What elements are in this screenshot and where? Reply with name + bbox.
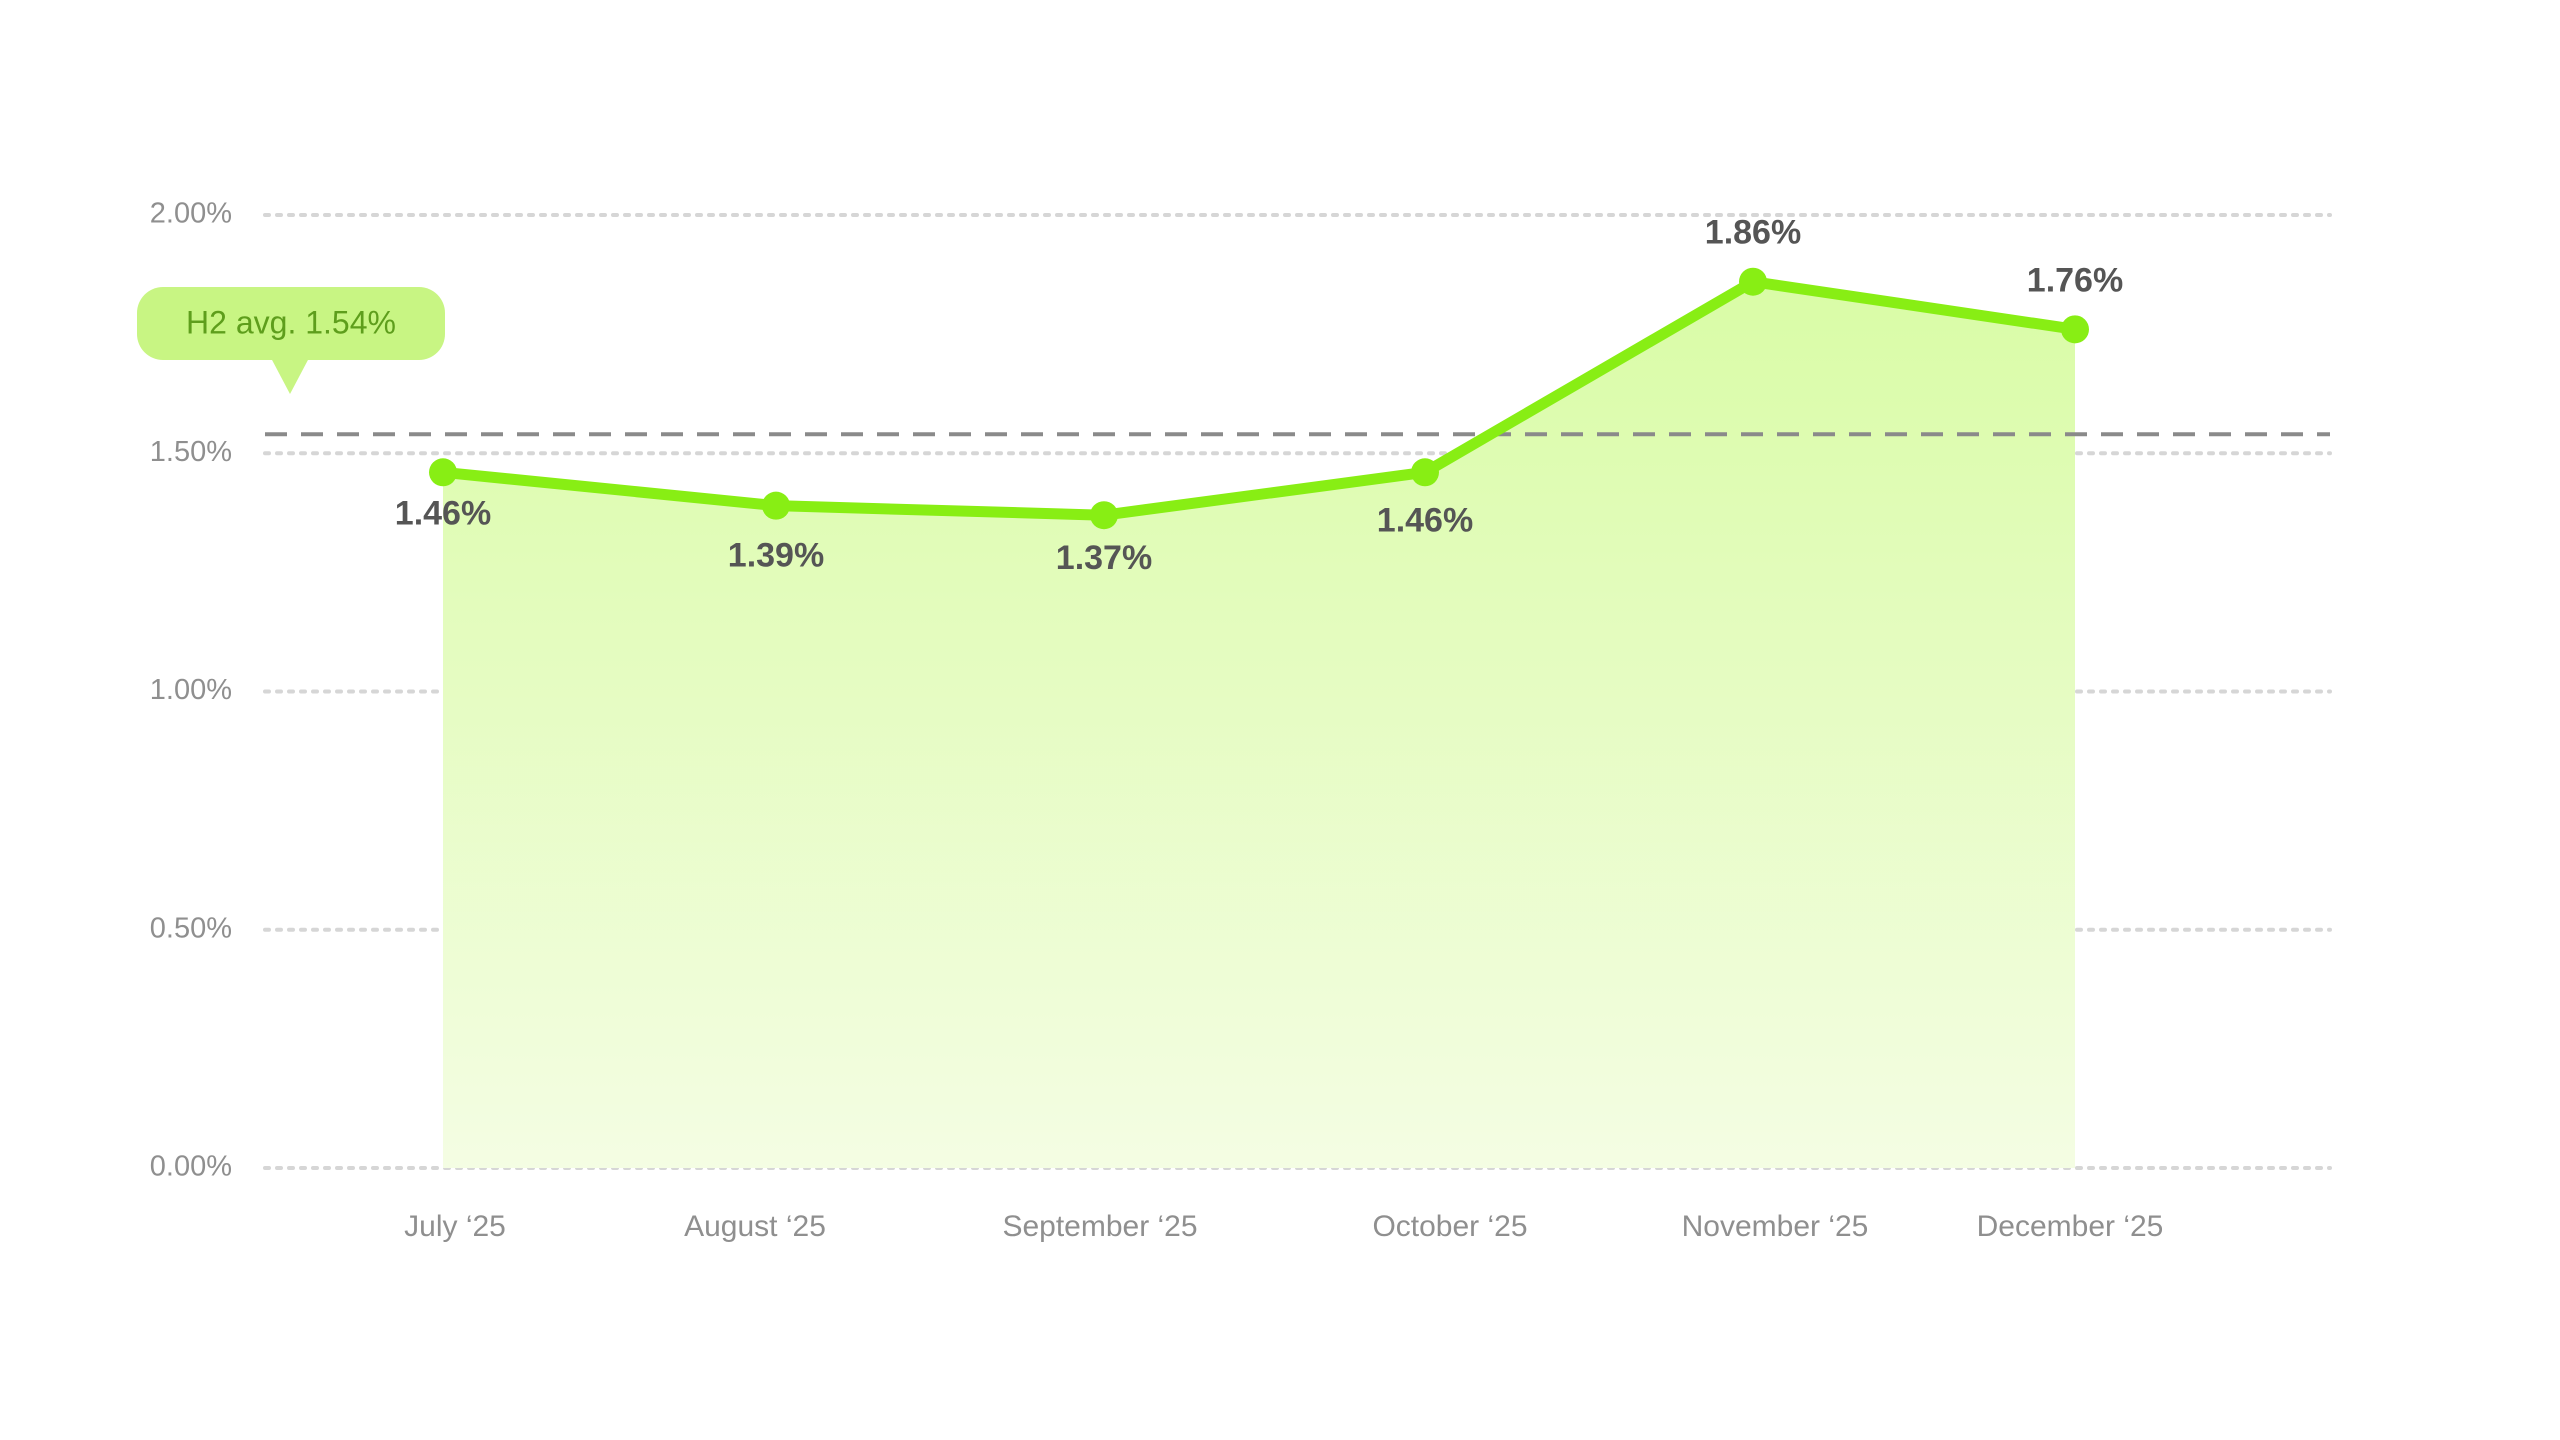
- y-tick-label: 0.50%: [150, 912, 232, 944]
- data-label: 1.86%: [1705, 214, 1801, 252]
- data-label: 1.37%: [1056, 539, 1152, 577]
- x-axis-ticks: July ‘25 August ‘25 September ‘25 October ‘…: [404, 1210, 2163, 1243]
- average-badge-label: H2 avg. 1.54%: [186, 304, 396, 340]
- data-point: [1739, 267, 1767, 296]
- series-line: [437, 276, 2081, 521]
- y-tick-label: 1.50%: [150, 436, 232, 468]
- y-axis-ticks: 0.00% 0.50% 1.00% 1.50% 2.00%: [150, 198, 232, 1183]
- average-badge-pointer: [271, 358, 309, 394]
- y-tick-label: 2.00%: [150, 198, 232, 230]
- data-point: [2061, 315, 2089, 344]
- x-tick-label: August ‘25: [684, 1210, 826, 1243]
- average-badge-background: [137, 287, 445, 360]
- x-tick-label: November ‘25: [1682, 1210, 1869, 1243]
- y-tick-label: 1.00%: [150, 674, 232, 706]
- x-tick-label: July ‘25: [404, 1210, 506, 1243]
- data-point: [762, 491, 790, 520]
- y-tick-label: 0.00%: [150, 1151, 232, 1183]
- x-tick-label: December ‘25: [1977, 1210, 2164, 1243]
- data-label: 1.76%: [2027, 261, 2123, 299]
- average-badge: H2 avg. 1.54%: [137, 287, 445, 394]
- data-label: 1.46%: [1377, 501, 1473, 539]
- x-tick-label: September ‘25: [1002, 1210, 1197, 1243]
- data-point: [1090, 501, 1118, 530]
- data-point: [1411, 458, 1439, 487]
- data-label: 1.39%: [728, 537, 824, 575]
- x-tick-label: October ‘25: [1372, 1210, 1527, 1243]
- data-points: [429, 267, 2089, 530]
- data-labels: 1.46% 1.39% 1.37% 1.46% 1.86% 1.76%: [395, 214, 2123, 577]
- data-point: [429, 458, 457, 487]
- area-fill: [443, 281, 2075, 1169]
- data-label: 1.46%: [395, 494, 491, 532]
